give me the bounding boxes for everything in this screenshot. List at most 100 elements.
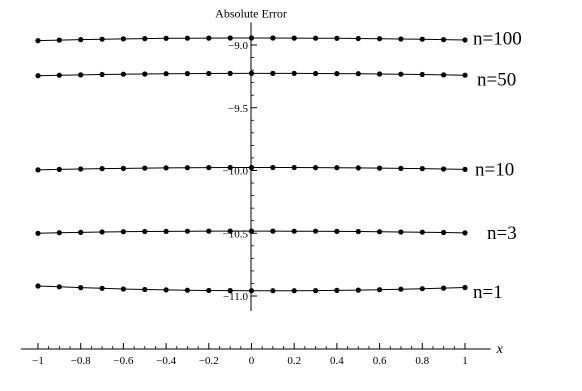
y-tick-label: −10.5 xyxy=(223,228,249,240)
data-point xyxy=(419,286,425,292)
data-point xyxy=(334,165,340,171)
data-point xyxy=(462,230,468,236)
data-point xyxy=(398,286,404,292)
data-point xyxy=(291,228,297,234)
data-point xyxy=(78,285,84,291)
data-point xyxy=(56,284,62,290)
x-tick-label: 1 xyxy=(462,355,468,367)
data-point xyxy=(184,287,190,293)
data-point xyxy=(291,164,297,171)
data-point xyxy=(462,72,468,78)
data-point xyxy=(334,71,340,77)
data-point xyxy=(142,71,148,77)
x-tick-label: −0.8 xyxy=(71,355,91,367)
data-point xyxy=(35,283,41,289)
data-point xyxy=(99,36,105,42)
data-point xyxy=(291,35,297,41)
data-point xyxy=(206,165,212,171)
data-point xyxy=(163,287,169,293)
data-point xyxy=(248,288,255,294)
data-point xyxy=(270,288,276,294)
data-point xyxy=(462,37,468,43)
data-point xyxy=(398,71,404,77)
data-point xyxy=(248,35,255,41)
y-axis-label: Absolute Error xyxy=(215,6,287,20)
data-point xyxy=(419,229,425,235)
data-point xyxy=(313,35,319,41)
data-point xyxy=(334,35,340,41)
data-point xyxy=(206,228,212,234)
data-point xyxy=(163,228,169,234)
data-point xyxy=(78,37,84,43)
data-point xyxy=(419,36,425,42)
data-point xyxy=(334,287,340,293)
data-point xyxy=(355,165,361,171)
data-point xyxy=(56,166,62,172)
data-point xyxy=(377,165,383,171)
data-point xyxy=(441,166,447,172)
data-point xyxy=(227,70,233,76)
x-tick-label: −0.2 xyxy=(199,355,219,367)
data-point xyxy=(441,72,447,78)
data-point xyxy=(120,229,126,235)
data-point xyxy=(355,71,361,77)
data-point xyxy=(35,38,41,44)
series: n=100 n=50 n=10 n=3 n=1 xyxy=(35,28,522,303)
data-point xyxy=(355,287,361,293)
data-point xyxy=(163,35,169,41)
y-tick-label: −9.0 xyxy=(228,40,248,52)
data-point xyxy=(419,71,425,78)
data-point xyxy=(184,165,190,171)
data-point xyxy=(206,287,212,294)
y-tick-label: −9.5 xyxy=(228,103,248,115)
data-point xyxy=(99,166,105,172)
x-tick-label: −0.4 xyxy=(156,355,176,367)
data-point xyxy=(206,70,212,77)
series-label: n=10 xyxy=(475,160,514,181)
data-point xyxy=(270,35,276,41)
data-point xyxy=(78,166,84,172)
data-point xyxy=(163,165,169,171)
x-tick-label: −1 xyxy=(32,355,44,367)
data-point xyxy=(78,72,84,78)
series-label: n=3 xyxy=(487,223,517,244)
data-point xyxy=(377,229,383,235)
data-point xyxy=(184,71,190,77)
series-label: n=50 xyxy=(477,70,516,91)
y-tick-label: −11.0 xyxy=(223,291,249,303)
data-point xyxy=(227,288,233,294)
data-point xyxy=(120,36,126,42)
data-point xyxy=(291,70,297,76)
data-point xyxy=(227,164,233,171)
data-point xyxy=(313,70,319,77)
data-point xyxy=(462,166,468,172)
data-point xyxy=(120,165,126,171)
series-label: n=1 xyxy=(473,282,503,303)
data-point xyxy=(248,228,255,234)
data-point xyxy=(398,229,404,235)
data-point xyxy=(35,167,41,173)
x-tick-label: 0.2 xyxy=(287,355,301,367)
x-axis-label: x xyxy=(496,342,504,357)
data-point xyxy=(270,70,276,76)
data-point xyxy=(206,35,212,41)
axes xyxy=(20,22,491,350)
data-point xyxy=(56,230,62,236)
data-point xyxy=(270,164,276,171)
data-point xyxy=(142,165,148,171)
data-point xyxy=(355,35,361,42)
data-point xyxy=(99,71,105,78)
data-point xyxy=(227,35,233,41)
x-tick-label: 0 xyxy=(249,355,255,367)
x-tick-label: 0.4 xyxy=(330,355,344,367)
data-point xyxy=(377,71,383,77)
data-point xyxy=(441,37,447,43)
data-point xyxy=(313,288,319,294)
data-point xyxy=(355,228,361,235)
data-point xyxy=(291,288,297,294)
data-point xyxy=(377,36,383,42)
data-point xyxy=(398,165,404,171)
data-point xyxy=(377,287,383,293)
data-point xyxy=(35,230,41,236)
